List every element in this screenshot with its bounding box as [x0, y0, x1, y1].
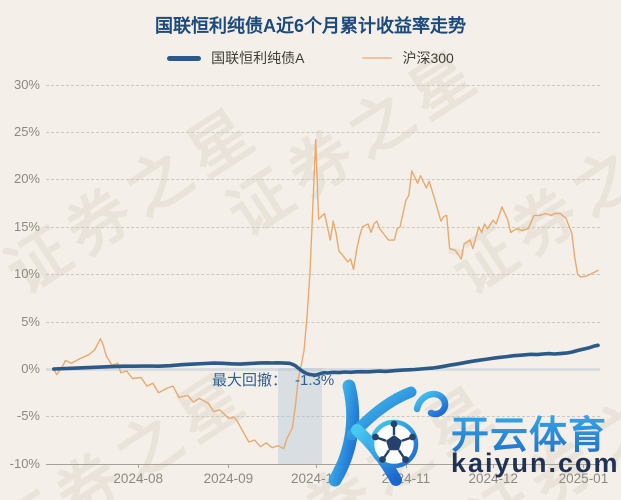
kaiyun-k-icon — [328, 379, 449, 487]
legend-item-fund[interactable]: 国联恒利纯债A — [167, 48, 304, 68]
y-gridline--5 — [46, 416, 600, 418]
y-gridline-20 — [46, 179, 600, 181]
x-axis-label: 2024-12 — [468, 470, 518, 486]
legend-item-index[interactable]: 沪深300 — [362, 48, 454, 68]
y-gridline-15 — [46, 226, 600, 228]
y-axis-label: 30% — [13, 76, 40, 92]
y-gridline-0 — [46, 367, 600, 371]
legend-label-fund: 国联恒利纯债A — [211, 50, 305, 66]
x-tick-mark — [583, 463, 585, 468]
max-drawdown-label: 最大回撤： — [212, 372, 288, 389]
y-axis-label: 5% — [21, 313, 40, 329]
y-axis-label: 0% — [21, 361, 40, 376]
x-axis-label: 2024-10 — [290, 470, 341, 486]
y-gridline-25 — [46, 132, 600, 133]
fund-line-swatch — [167, 55, 202, 61]
x-tick-mark — [493, 463, 495, 468]
x-axis-label: 2025-01 — [558, 470, 609, 486]
index-line-swatch — [362, 57, 393, 59]
legend-label-index: 沪深300 — [402, 50, 454, 66]
y-axis-label: 10% — [13, 266, 40, 282]
kaiyun-domain-text: kaiyun.com — [451, 448, 620, 478]
y-axis-label: 20% — [13, 171, 40, 187]
max-drawdown-annotation: 最大回撤： -1.3% — [212, 369, 334, 390]
y-axis-label: -5% — [16, 408, 40, 424]
x-tick-mark — [315, 463, 317, 468]
max-drawdown-band — [277, 368, 322, 464]
x-axis-label: 2024-09 — [203, 470, 254, 486]
legend: 国联恒利纯债A 沪深300 — [0, 48, 621, 68]
series-line-沪深300 — [53, 138, 599, 450]
y-axis-label: -10% — [9, 455, 40, 471]
kaiyun-brand-text: 开云体育 — [451, 404, 607, 459]
max-drawdown-value: -1.3% — [295, 372, 335, 389]
y-gridline--10 — [46, 463, 600, 465]
x-tick-mark — [405, 463, 407, 468]
x-axis-label: 2024-08 — [113, 470, 163, 486]
x-tick-mark — [228, 463, 230, 468]
y-gridline-5 — [46, 321, 600, 323]
y-gridline-10 — [46, 274, 600, 276]
x-tick-mark — [138, 463, 140, 468]
chart-title: 国联恒利纯债A近6个月累计收益率走势 — [154, 16, 466, 36]
y-gridline-30 — [46, 84, 600, 86]
series-line-国联恒利纯债A — [51, 343, 600, 378]
kaiyun-logo[interactable]: 开云体育 kaiyun.com — [325, 378, 620, 490]
soccer-ball-icon — [369, 419, 419, 469]
y-axis-label: 25% — [13, 124, 40, 139]
y-axis-label: 15% — [13, 218, 40, 234]
